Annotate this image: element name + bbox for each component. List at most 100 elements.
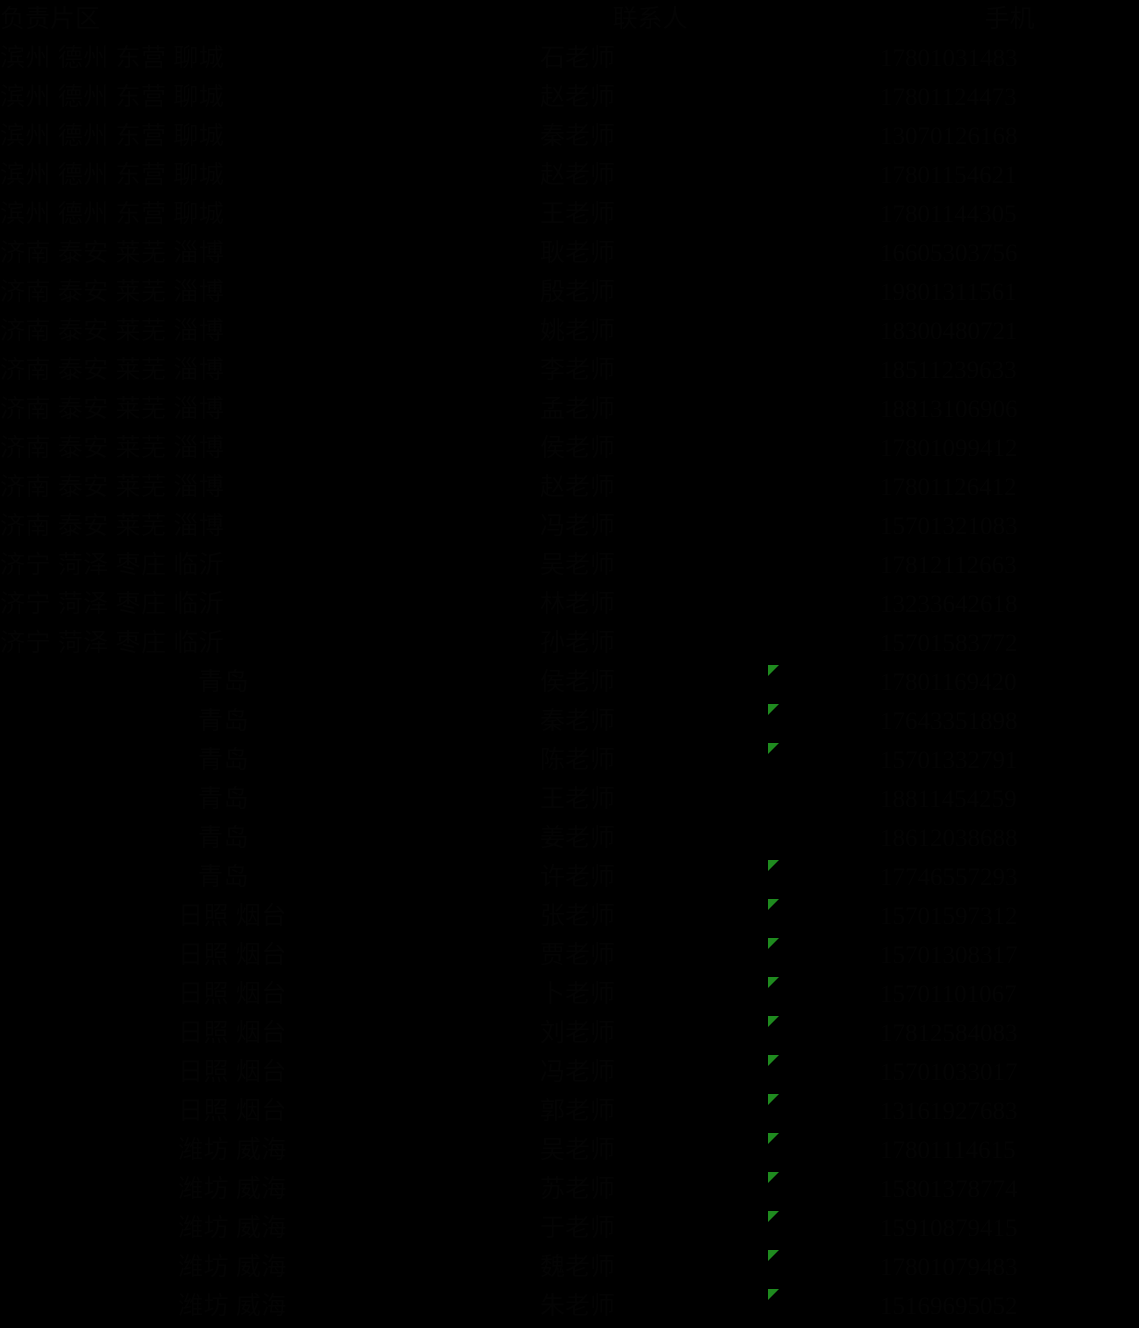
cell-note-flag[interactable] — [760, 429, 880, 468]
table-row[interactable]: 济南 泰安 莱芜 淄博 侯老师 17801099412 — [0, 429, 1139, 468]
cell-phone[interactable]: 17643351898 — [880, 708, 1018, 735]
cell-person[interactable]: 许老师 — [540, 864, 616, 891]
cell-phone[interactable]: 13161927683 — [880, 1098, 1018, 1125]
cell-phone[interactable]: 15701583772 — [880, 630, 1018, 657]
cell-area[interactable]: 济宁 菏泽 枣庄 临沂 — [0, 591, 225, 618]
cell-area[interactable]: 济宁 菏泽 枣庄 临沂 — [0, 630, 225, 657]
cell-phone[interactable]: 17801114615 — [880, 1137, 1016, 1164]
cell-area[interactable]: 青岛 — [198, 786, 250, 813]
cell-area[interactable]: 济南 泰安 莱芜 淄博 — [0, 396, 225, 423]
cell-note-flag[interactable] — [760, 585, 880, 624]
cell-phone[interactable]: 17746557293 — [880, 864, 1018, 891]
cell-phone[interactable]: 18300480721 — [880, 318, 1018, 345]
table-row[interactable]: 滨州 德州 东营 聊城 王老师 17801144305 — [0, 195, 1139, 234]
cell-note-flag[interactable] — [760, 1053, 880, 1092]
table-row[interactable]: 潍坊 威海 于老师 15910879415 — [0, 1209, 1139, 1248]
table-row[interactable]: 济宁 菏泽 枣庄 临沂 林老师 13233642618 — [0, 585, 1139, 624]
table-row[interactable]: 日照 烟台 冯老师 15701033017 — [0, 1053, 1139, 1092]
cell-area[interactable]: 济南 泰安 莱芜 淄博 — [0, 474, 225, 501]
cell-area[interactable]: 日照 烟台 — [178, 981, 287, 1008]
cell-note-flag[interactable] — [760, 663, 880, 702]
cell-phone[interactable]: 16605303756 — [880, 240, 1018, 267]
cell-note-flag[interactable] — [760, 1248, 880, 1287]
cell-area[interactable]: 日照 烟台 — [178, 903, 287, 930]
cell-phone[interactable]: 15701308317 — [880, 942, 1018, 969]
cell-person[interactable]: 林老师 — [540, 591, 616, 618]
cell-person[interactable]: 秦老师 — [540, 708, 616, 735]
cell-note-flag[interactable] — [760, 858, 880, 897]
cell-note-flag[interactable] — [760, 624, 880, 663]
cell-area[interactable]: 青岛 — [198, 825, 250, 852]
cell-phone[interactable]: 18612038688 — [880, 825, 1018, 852]
cell-phone[interactable]: 19801311561 — [880, 279, 1017, 306]
cell-phone[interactable]: 17812584083 — [880, 1020, 1018, 1047]
cell-person[interactable]: 郭老师 — [540, 1098, 616, 1125]
cell-person[interactable]: 刘老师 — [540, 1020, 616, 1047]
table-row[interactable]: 青岛 王老师 18811454259 — [0, 780, 1139, 819]
cell-person[interactable]: 贾老师 — [540, 942, 616, 969]
cell-note-flag[interactable] — [760, 546, 880, 585]
cell-area[interactable]: 滨州 德州 东营 聊城 — [0, 201, 225, 228]
table-row[interactable]: 日照 烟台 郭老师 13161927683 — [0, 1092, 1139, 1131]
cell-area[interactable]: 青岛 — [198, 864, 250, 891]
table-row[interactable]: 潍坊 威海 魏老师 17801079483 — [0, 1248, 1139, 1287]
table-row[interactable]: 青岛 许老师 17746557293 — [0, 858, 1139, 897]
cell-person[interactable]: 孟老师 — [540, 396, 616, 423]
cell-phone[interactable]: 17801154621 — [880, 162, 1017, 189]
table-row[interactable]: 青岛 秦老师 17643351898 — [0, 702, 1139, 741]
cell-note-flag[interactable] — [760, 78, 880, 117]
cell-person[interactable]: 冯老师 — [540, 1059, 616, 1086]
cell-area[interactable]: 日照 烟台 — [178, 942, 287, 969]
cell-phone[interactable]: 17801169420 — [880, 669, 1017, 696]
cell-person[interactable]: 王老师 — [540, 786, 616, 813]
cell-phone[interactable]: 15701101067 — [880, 981, 1017, 1008]
cell-phone[interactable]: 18813106906 — [880, 396, 1018, 423]
cell-area[interactable]: 济南 泰安 莱芜 淄博 — [0, 279, 225, 306]
cell-person[interactable]: 姚老师 — [540, 318, 616, 345]
cell-area[interactable]: 滨州 德州 东营 聊城 — [0, 45, 225, 72]
cell-area[interactable]: 青岛 — [198, 669, 250, 696]
cell-person[interactable]: 侯老师 — [540, 435, 616, 462]
cell-note-flag[interactable] — [760, 39, 880, 78]
table-row[interactable]: 日照 烟台 卜老师 15701101067 — [0, 975, 1139, 1014]
cell-area[interactable]: 日照 烟台 — [178, 1098, 287, 1125]
cell-phone[interactable]: 15701033017 — [880, 1059, 1018, 1086]
cell-phone[interactable]: 15910879415 — [880, 1215, 1018, 1242]
cell-person[interactable]: 张老师 — [540, 903, 616, 930]
table-row[interactable]: 济南 泰安 莱芜 淄博 耿老师 16605303756 — [0, 234, 1139, 273]
cell-area[interactable]: 青岛 — [198, 747, 250, 774]
table-row[interactable]: 潍坊 威海 苏老师 15801378774 — [0, 1170, 1139, 1209]
cell-area[interactable]: 青岛 — [198, 708, 250, 735]
cell-note-flag[interactable] — [760, 390, 880, 429]
cell-note-flag[interactable] — [760, 1014, 880, 1053]
table-row[interactable]: 日照 烟台 刘老师 17812584083 — [0, 1014, 1139, 1053]
cell-phone[interactable]: 15801378774 — [880, 1176, 1018, 1203]
table-row[interactable]: 济宁 菏泽 枣庄 临沂 吴老师 17812112663 — [0, 546, 1139, 585]
cell-area[interactable]: 济南 泰安 莱芜 淄博 — [0, 240, 225, 267]
table-row[interactable]: 济南 泰安 莱芜 淄博 赵老师 17801126412 — [0, 468, 1139, 507]
cell-note-flag[interactable] — [760, 897, 880, 936]
cell-area[interactable]: 日照 烟台 — [178, 1059, 287, 1086]
table-row[interactable]: 济南 泰安 莱芜 淄博 姚老师 18300480721 — [0, 312, 1139, 351]
cell-phone[interactable]: 17801079483 — [880, 1254, 1018, 1281]
cell-person[interactable]: 吴老师 — [540, 552, 616, 579]
table-row[interactable]: 济南 泰安 莱芜 淄博 孟老师 18813106906 — [0, 390, 1139, 429]
cell-area[interactable]: 潍坊 威海 — [178, 1215, 287, 1242]
cell-area[interactable]: 潍坊 威海 — [178, 1254, 287, 1281]
cell-phone[interactable]: 17801126412 — [880, 474, 1017, 501]
cell-area[interactable]: 济宁 菏泽 枣庄 临沂 — [0, 552, 225, 579]
cell-phone[interactable]: 17801144305 — [880, 201, 1017, 228]
cell-phone[interactable]: 13233642618 — [880, 591, 1018, 618]
cell-note-flag[interactable] — [760, 1131, 880, 1170]
cell-area[interactable]: 济南 泰安 莱芜 淄博 — [0, 357, 225, 384]
cell-phone[interactable]: 15701321083 — [880, 513, 1018, 540]
cell-area[interactable]: 滨州 德州 东营 聊城 — [0, 162, 225, 189]
cell-area[interactable]: 潍坊 威海 — [178, 1137, 287, 1164]
table-row[interactable]: 滨州 德州 东营 聊城 石老师 17801031483 — [0, 39, 1139, 78]
cell-area[interactable]: 潍坊 威海 — [178, 1293, 287, 1320]
table-row[interactable]: 潍坊 威海 朱老师 15169695052 — [0, 1287, 1139, 1326]
cell-person[interactable]: 姜老师 — [540, 825, 616, 852]
cell-person[interactable]: 于老师 — [540, 1215, 616, 1242]
cell-person[interactable]: 吴老师 — [540, 1137, 616, 1164]
cell-phone[interactable]: 17801124473 — [880, 84, 1017, 111]
